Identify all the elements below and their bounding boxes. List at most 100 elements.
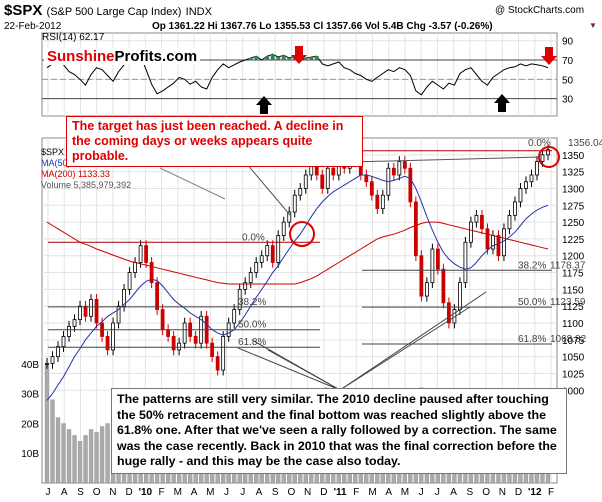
price-candle <box>435 248 440 270</box>
exchange: INDX <box>185 6 212 18</box>
fib-2010-label-618: 61.8% <box>238 337 266 348</box>
x-tick-label: F <box>159 487 165 498</box>
rsi-overbought-fill <box>287 58 292 61</box>
volume-bar <box>77 441 83 484</box>
x-tick-label: D <box>320 487 327 498</box>
price-candle <box>89 299 93 317</box>
rsi-down-arrow-2012 <box>541 47 557 65</box>
chg-marker: ▼ <box>589 21 597 30</box>
rsi-tick-label: 90 <box>562 37 574 48</box>
price-candle <box>61 336 66 347</box>
fib-2010-label-382: 38.2% <box>238 297 266 308</box>
rsi-tick-label: 70 <box>562 56 574 67</box>
rsi-tick-label: 30 <box>562 95 574 106</box>
x-tick-label: S <box>77 487 84 498</box>
price-candle <box>254 262 259 273</box>
fib-2011-value-0: 1356.04 <box>568 138 602 149</box>
price-candle <box>276 235 281 263</box>
x-tick-label: M <box>401 487 409 498</box>
price-candle <box>127 272 132 290</box>
price-candle <box>430 248 435 284</box>
price-candle <box>133 262 137 273</box>
x-tick-label: J <box>435 487 440 498</box>
price-candle <box>480 214 484 230</box>
ma200-line <box>46 221 549 285</box>
fib-2011-value-618: 1068.82 <box>550 334 587 345</box>
copyright: @ StockCharts.com <box>495 5 585 16</box>
rsi-overbought-fill <box>303 58 308 61</box>
x-tick-label: J <box>419 487 424 498</box>
price-candle <box>303 174 308 189</box>
x-tick-label: J <box>240 487 245 498</box>
fib-2010-label-50: 50.0% <box>238 320 266 331</box>
price-candle <box>149 262 154 284</box>
price-candle <box>221 336 226 371</box>
rsi-up-arrow-2011 <box>494 94 510 112</box>
x-tick-label: N <box>304 487 311 498</box>
price-candle <box>369 181 374 196</box>
volume-bar <box>50 399 55 484</box>
fib-2010-label-0: 0.0% <box>242 232 265 243</box>
commentary-pointer <box>339 291 487 391</box>
price-candle <box>50 356 55 364</box>
legend-ma200: MA(200) 1133.33 <box>41 169 110 179</box>
price-candle <box>111 322 115 351</box>
sunshine-profits-logo: SunshineProfits.com <box>44 48 201 65</box>
price-tick-label: 1000 <box>562 386 585 397</box>
price-candle <box>397 161 402 176</box>
price-candle <box>281 221 286 236</box>
price-candle <box>441 268 446 304</box>
price-candle <box>408 167 413 203</box>
price-candle <box>507 214 512 230</box>
volume-bar <box>99 426 105 484</box>
price-candle <box>232 309 237 324</box>
price-candle <box>402 161 407 169</box>
x-tick-label: S <box>467 487 474 498</box>
volume-tick-label: 10B <box>21 449 39 460</box>
x-tick-label: A <box>450 487 457 498</box>
price-candle <box>270 245 275 263</box>
price-candle <box>237 288 242 310</box>
x-tick-label: D <box>126 487 133 498</box>
x-tick-label: A <box>385 487 392 498</box>
price-candle <box>524 181 528 189</box>
price-candle <box>144 245 148 263</box>
rsi-tick-label: 50 <box>562 75 574 86</box>
volume-bar <box>94 432 99 484</box>
price-candle <box>463 241 468 284</box>
price-candle <box>243 282 248 290</box>
price-tick-label: 1025 <box>562 369 585 380</box>
x-tick-label: A <box>256 487 263 498</box>
rsi-overbought-fill <box>265 56 270 61</box>
chart-symbol-line: $SPX (S&P 500 Large Cap Index) INDX <box>4 2 212 19</box>
price-candle <box>210 342 215 358</box>
x-tick-label: M <box>206 487 214 498</box>
price-candle <box>447 302 451 324</box>
price-candle <box>424 282 429 297</box>
price-candle <box>248 272 253 284</box>
symbol: $SPX <box>4 2 43 19</box>
price-candle <box>287 211 292 223</box>
price-tick-label: 1050 <box>562 353 585 364</box>
logo-profits: Profits.com <box>114 48 198 65</box>
volume-bar <box>55 417 61 484</box>
x-tick-label: A <box>191 487 198 498</box>
x-tick-label: O <box>287 487 295 498</box>
x-tick-label: D <box>515 487 522 498</box>
rsi-overbought-fill <box>281 55 286 61</box>
volume-bar <box>88 429 94 484</box>
price-candle <box>182 322 187 344</box>
price-candle <box>413 201 418 257</box>
x-tick-label: F <box>548 487 554 498</box>
price-candle <box>193 336 198 344</box>
price-tick-label: 1125 <box>562 302 584 313</box>
x-tick-label: A <box>61 487 68 498</box>
rsi-label: RSI(14) 62.17 <box>42 32 105 43</box>
commentary-pointer <box>237 347 341 391</box>
rsi-overbought-fill <box>270 54 275 61</box>
fib-2011-label-0: 0.0% <box>528 138 551 149</box>
price-candle <box>375 194 380 210</box>
x-tick-label: O <box>482 487 490 498</box>
x-tick-label: F <box>353 487 359 498</box>
price-candle <box>45 362 49 365</box>
